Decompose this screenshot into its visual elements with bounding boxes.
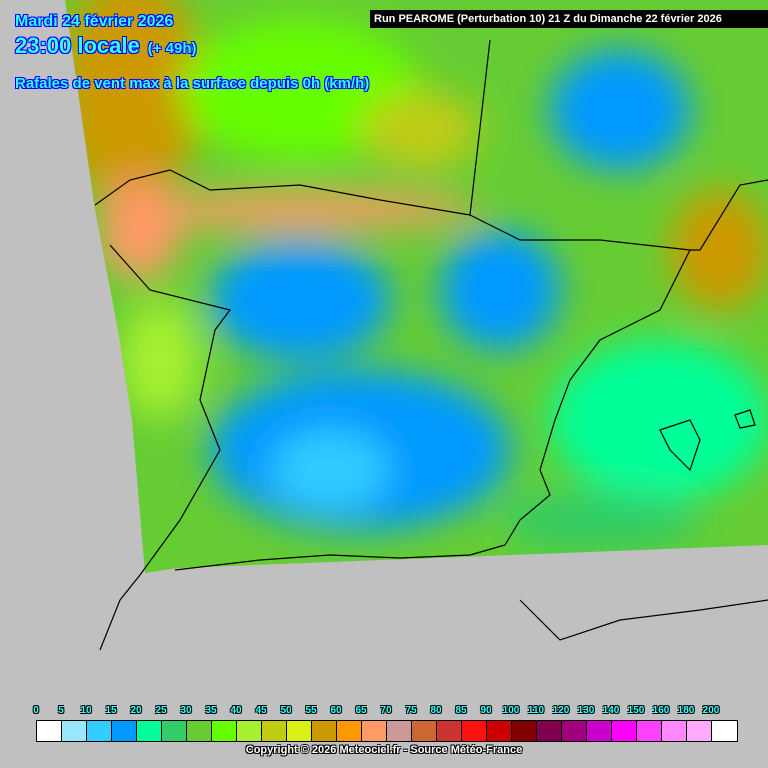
legend-label: 50 [280, 705, 292, 716]
legend-label: 70 [380, 705, 392, 716]
legend-label: 60 [330, 705, 342, 716]
legend-swatch [287, 721, 312, 741]
legend-label: 10 [80, 705, 92, 716]
run-info: Run PEAROME (Perturbation 10) 21 Z du Di… [370, 10, 768, 28]
legend-swatch [212, 721, 237, 741]
legend-label: 200 [702, 705, 720, 716]
legend-swatch [362, 721, 387, 741]
parameter-title: Rafales de vent max à la surface depuis … [15, 75, 370, 92]
legend-swatch [587, 721, 612, 741]
legend-swatch [62, 721, 87, 741]
legend-label: 160 [652, 705, 670, 716]
legend-swatch [437, 721, 462, 741]
legend-label: 85 [455, 705, 467, 716]
legend-swatch [662, 721, 687, 741]
legend-swatch [637, 721, 662, 741]
legend-label: 45 [255, 705, 267, 716]
legend-swatch [687, 721, 712, 741]
legend-swatch [87, 721, 112, 741]
legend-label: 40 [230, 705, 242, 716]
legend-swatch [37, 721, 62, 741]
legend-label: 55 [305, 705, 317, 716]
legend-label: 35 [205, 705, 217, 716]
forecast-offset: (+ 49h) [147, 40, 197, 57]
legend-swatch [537, 721, 562, 741]
legend-swatch [612, 721, 637, 741]
legend-label: 110 [527, 705, 545, 716]
local-time: 23:00 locale [15, 33, 140, 58]
legend-label: 120 [552, 705, 570, 716]
legend-swatch [187, 721, 212, 741]
legend-label: 15 [105, 705, 117, 716]
legend-label: 140 [602, 705, 620, 716]
legend-swatch [512, 721, 537, 741]
legend-swatch [162, 721, 187, 741]
legend-label: 180 [677, 705, 695, 716]
legend-label: 5 [58, 705, 64, 716]
legend-labels: 0 5 10 15 20 25 30 35 40 45 50 55 60 65 70 75 80 85 90 100 1… [0, 705, 768, 719]
legend-label: 65 [355, 705, 367, 716]
forecast-time: 23:00 locale (+ 49h) [15, 33, 197, 59]
legend-label: 80 [430, 705, 442, 716]
legend-swatch [312, 721, 337, 741]
legend-swatch [487, 721, 512, 741]
legend-label: 75 [405, 705, 417, 716]
legend-swatch [712, 721, 737, 741]
legend-label: 20 [130, 705, 142, 716]
legend-swatch [262, 721, 287, 741]
legend-swatch [462, 721, 487, 741]
legend-label: 130 [577, 705, 595, 716]
legend-label: 25 [155, 705, 167, 716]
legend-swatch [112, 721, 137, 741]
legend-swatch [562, 721, 587, 741]
legend-label: 30 [180, 705, 192, 716]
legend-label: 90 [480, 705, 492, 716]
color-legend [36, 720, 738, 742]
forecast-date: Mardi 24 février 2026 [15, 13, 174, 30]
legend-label: 100 [502, 705, 520, 716]
coastlines-borders [94, 39, 768, 651]
legend-label: 0 [33, 705, 39, 716]
legend-label: 150 [627, 705, 645, 716]
legend-swatch [337, 721, 362, 741]
copyright: Copyright © 2026 Meteociel.fr - Source M… [245, 744, 523, 756]
legend-swatch [412, 721, 437, 741]
legend-swatch [237, 721, 262, 741]
legend-swatch [387, 721, 412, 741]
legend-swatch [137, 721, 162, 741]
